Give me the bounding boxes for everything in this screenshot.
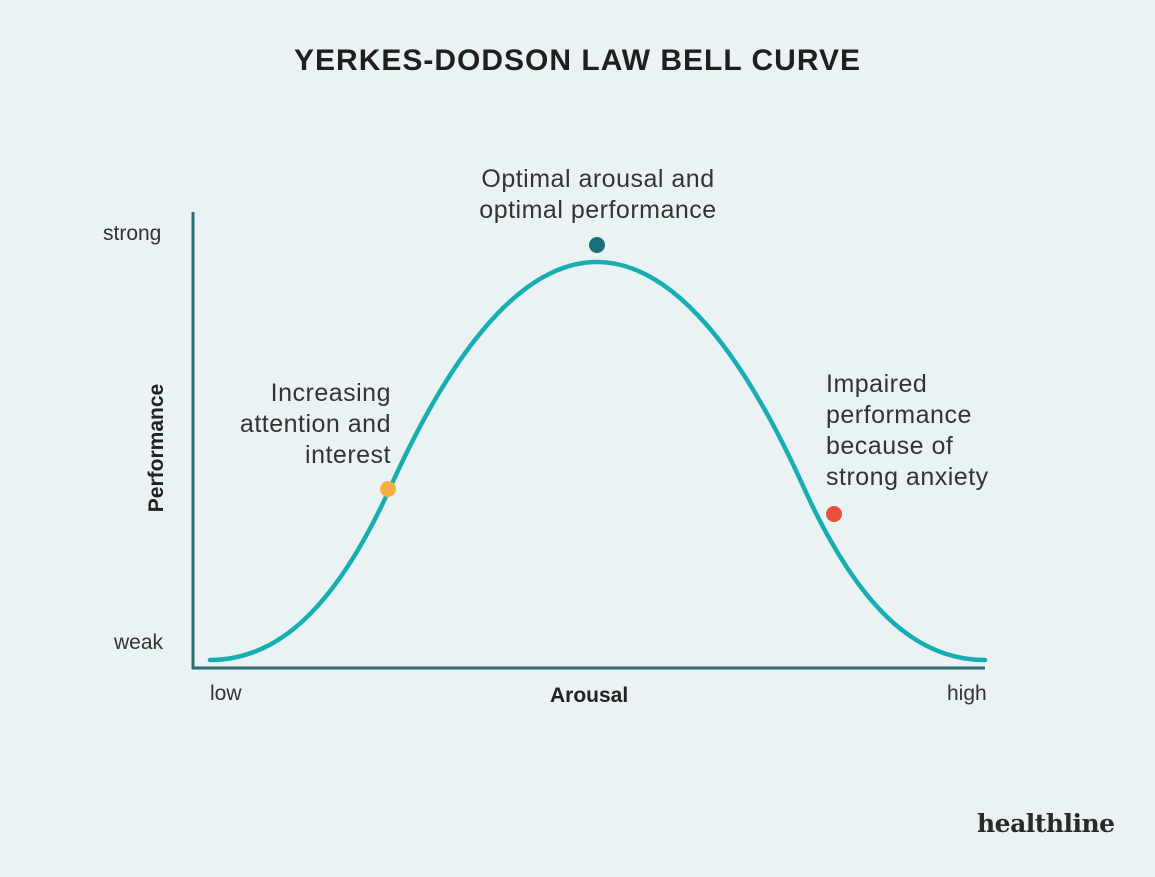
- annotation-rising-line1: Increasing: [270, 379, 391, 407]
- annotation-optimal-line2: optimal performance: [479, 196, 717, 224]
- annotation-optimal-line1: Optimal arousal and: [481, 165, 715, 193]
- optimal-point-marker: [589, 237, 605, 253]
- bell-curve: [207, 259, 988, 663]
- annotation-impaired-line4: strong anxiety: [826, 463, 989, 491]
- impaired-point-marker: [826, 506, 842, 522]
- annotation-impaired-line3: because of: [826, 432, 954, 460]
- healthline-logo: healthline: [977, 809, 1115, 838]
- y-axis-title: Performance: [145, 383, 168, 513]
- annotation-rising: Increasing attention and interest: [190, 378, 391, 471]
- annotation-rising-line2: attention and: [239, 410, 391, 438]
- annotation-impaired: Impaired performance because of strong a…: [826, 369, 1056, 493]
- annotation-optimal: Optimal arousal and optimal performance: [450, 164, 746, 226]
- x-tick-low: low: [210, 682, 242, 705]
- chart-title: YERKES-DODSON LAW BELL CURVE: [294, 44, 861, 77]
- rising-point-marker: [380, 481, 396, 497]
- annotation-impaired-line2: performance: [826, 401, 972, 429]
- x-axis-title: Arousal: [550, 684, 629, 707]
- annotation-impaired-line1: Impaired: [826, 370, 928, 398]
- annotation-rising-line3: interest: [305, 441, 391, 469]
- y-tick-weak: weak: [114, 631, 164, 654]
- y-tick-strong: strong: [103, 222, 162, 245]
- axes: [191, 212, 985, 670]
- x-tick-high: high: [947, 682, 987, 705]
